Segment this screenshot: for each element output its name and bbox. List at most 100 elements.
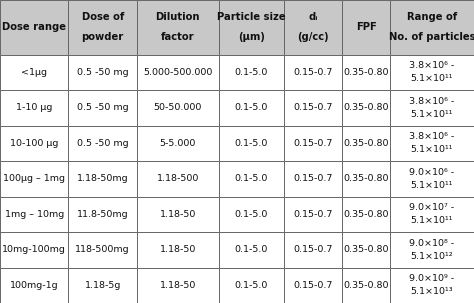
Text: 0.15-0.7: 0.15-0.7 <box>294 68 333 77</box>
Text: 5.1×10¹²: 5.1×10¹² <box>410 252 453 261</box>
Bar <box>68 161 137 197</box>
Text: 5.1×10¹¹: 5.1×10¹¹ <box>410 110 453 119</box>
Text: 0.15-0.7: 0.15-0.7 <box>294 103 333 112</box>
Bar <box>342 268 390 303</box>
Bar <box>390 90 474 125</box>
Bar <box>219 90 284 125</box>
Text: No. of particles: No. of particles <box>389 32 474 42</box>
Text: 0.15-0.7: 0.15-0.7 <box>294 281 333 290</box>
Text: 1.18-500: 1.18-500 <box>156 174 199 183</box>
Text: 0.15-0.7: 0.15-0.7 <box>294 139 333 148</box>
Bar <box>0 55 68 90</box>
Bar <box>0 161 68 197</box>
Text: factor: factor <box>161 32 194 42</box>
Bar <box>219 55 284 90</box>
Text: 0.1-5.0: 0.1-5.0 <box>235 103 268 112</box>
Text: Particle size: Particle size <box>217 12 286 22</box>
Bar <box>68 90 137 125</box>
Bar <box>0 125 68 161</box>
Text: 0.15-0.7: 0.15-0.7 <box>294 245 333 254</box>
Text: 0.1-5.0: 0.1-5.0 <box>235 281 268 290</box>
Text: 0.5 -50 mg: 0.5 -50 mg <box>77 68 128 77</box>
Text: dᵢ: dᵢ <box>309 12 318 22</box>
Text: 1.18-50: 1.18-50 <box>160 281 196 290</box>
Text: 5.1×10¹¹: 5.1×10¹¹ <box>410 145 453 154</box>
Bar <box>0 232 68 268</box>
Text: 0.5 -50 mg: 0.5 -50 mg <box>77 139 128 148</box>
Bar <box>137 0 219 55</box>
Bar <box>68 55 137 90</box>
Text: 9.0×10⁸ -: 9.0×10⁸ - <box>410 239 455 248</box>
Bar <box>342 161 390 197</box>
Text: Dilution: Dilution <box>155 12 200 22</box>
Text: 0.15-0.7: 0.15-0.7 <box>294 210 333 219</box>
Text: 1mg – 10mg: 1mg – 10mg <box>5 210 64 219</box>
Bar <box>219 161 284 197</box>
Text: Dose of: Dose of <box>82 12 124 22</box>
Text: 100mg-1g: 100mg-1g <box>10 281 59 290</box>
Text: 9.0×10⁶ -: 9.0×10⁶ - <box>410 168 455 177</box>
Text: 0.35-0.80: 0.35-0.80 <box>343 174 389 183</box>
Bar <box>68 125 137 161</box>
Text: 1.18-50: 1.18-50 <box>160 210 196 219</box>
Bar <box>68 232 137 268</box>
Bar <box>342 90 390 125</box>
Text: 11.8-50mg: 11.8-50mg <box>77 210 128 219</box>
Text: 1.18-50mg: 1.18-50mg <box>77 174 128 183</box>
Bar <box>137 90 219 125</box>
Bar <box>342 55 390 90</box>
Bar <box>284 161 342 197</box>
Text: powder: powder <box>82 32 124 42</box>
Bar <box>342 232 390 268</box>
Text: 5.000-500.000: 5.000-500.000 <box>143 68 212 77</box>
Bar <box>137 125 219 161</box>
Text: (μm): (μm) <box>238 32 265 42</box>
Bar <box>284 0 342 55</box>
Bar <box>137 55 219 90</box>
Bar <box>390 268 474 303</box>
Text: FPF: FPF <box>356 22 376 32</box>
Text: 0.1-5.0: 0.1-5.0 <box>235 245 268 254</box>
Text: 10mg-100mg: 10mg-100mg <box>2 245 66 254</box>
Text: 3.8×10⁶ -: 3.8×10⁶ - <box>409 97 455 106</box>
Text: 0.35-0.80: 0.35-0.80 <box>343 210 389 219</box>
Text: 0.35-0.80: 0.35-0.80 <box>343 103 389 112</box>
Text: 0.5 -50 mg: 0.5 -50 mg <box>77 103 128 112</box>
Bar <box>284 268 342 303</box>
Text: 5.1×10¹¹: 5.1×10¹¹ <box>410 216 453 225</box>
Bar <box>284 232 342 268</box>
Bar <box>0 197 68 232</box>
Text: 0.35-0.80: 0.35-0.80 <box>343 281 389 290</box>
Bar <box>0 90 68 125</box>
Bar <box>390 232 474 268</box>
Text: 100μg – 1mg: 100μg – 1mg <box>3 174 65 183</box>
Bar <box>68 0 137 55</box>
Text: 118-500mg: 118-500mg <box>75 245 130 254</box>
Bar <box>68 197 137 232</box>
Text: Range of: Range of <box>407 12 457 22</box>
Text: 5-5.000: 5-5.000 <box>160 139 196 148</box>
Text: <1μg: <1μg <box>21 68 47 77</box>
Text: 9.0×10⁹ -: 9.0×10⁹ - <box>410 275 455 283</box>
Text: 0.1-5.0: 0.1-5.0 <box>235 210 268 219</box>
Text: 1-10 μg: 1-10 μg <box>16 103 53 112</box>
Text: 5.1×10¹¹: 5.1×10¹¹ <box>410 181 453 190</box>
Text: 0.1-5.0: 0.1-5.0 <box>235 68 268 77</box>
Text: 9.0×10⁷ -: 9.0×10⁷ - <box>410 203 455 212</box>
Text: 0.35-0.80: 0.35-0.80 <box>343 68 389 77</box>
Bar <box>137 161 219 197</box>
Bar <box>390 55 474 90</box>
Bar <box>219 197 284 232</box>
Text: 10-100 μg: 10-100 μg <box>10 139 58 148</box>
Text: 0.35-0.80: 0.35-0.80 <box>343 139 389 148</box>
Text: 1.18-5g: 1.18-5g <box>84 281 121 290</box>
Text: 50-50.000: 50-50.000 <box>154 103 202 112</box>
Bar <box>0 0 68 55</box>
Bar <box>219 125 284 161</box>
Text: 3.8×10⁶ -: 3.8×10⁶ - <box>409 132 455 142</box>
Bar <box>342 125 390 161</box>
Bar <box>0 268 68 303</box>
Bar <box>284 55 342 90</box>
Bar <box>390 0 474 55</box>
Bar <box>137 232 219 268</box>
